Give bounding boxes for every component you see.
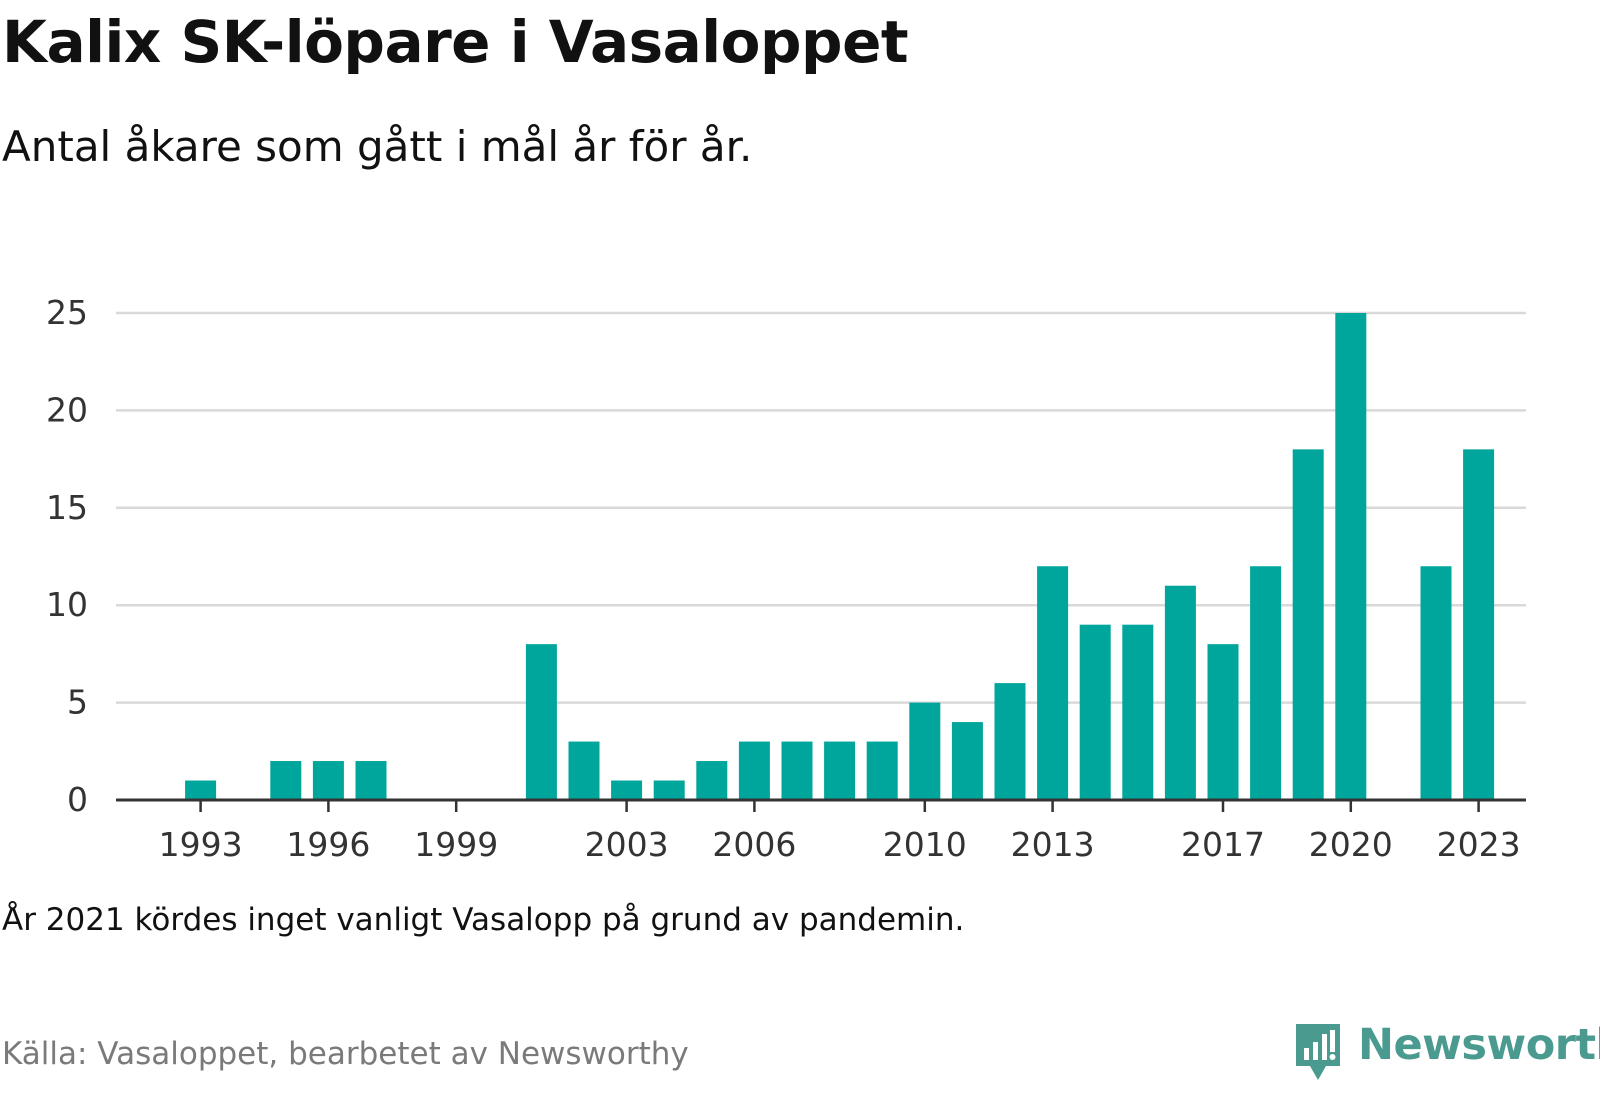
x-tick-label: 1993 (159, 825, 243, 864)
brand-name: Newsworthy (1358, 1020, 1600, 1070)
y-tick-label: 25 (46, 293, 88, 332)
x-tick-label: 2010 (883, 825, 967, 864)
y-tick-label: 15 (46, 488, 88, 527)
bar-2022 (1420, 566, 1452, 800)
chart-subtitle: Antal åkare som gått i mål år för år. (2, 122, 753, 171)
x-tick-label: 1996 (286, 825, 370, 864)
bar-1997 (355, 761, 387, 800)
bar-2005 (696, 761, 728, 800)
gridlines (116, 311, 1526, 704)
x-tick-label: 2023 (1437, 825, 1521, 864)
bar-2006 (738, 741, 770, 800)
source-credit: Källa: Vasaloppet, bearbetet av Newswort… (2, 1036, 689, 1072)
y-tick-label: 10 (46, 585, 88, 624)
chart-title: Kalix SK-löpare i Vasaloppet (2, 8, 909, 76)
footnote: År 2021 kördes inget vanligt Vasalopp på… (2, 902, 965, 938)
x-tick-label: 2020 (1309, 825, 1393, 864)
x-tick-label: 2013 (1011, 825, 1095, 864)
x-tick-label: 1999 (414, 825, 498, 864)
bar-2018 (1250, 566, 1282, 800)
bar-2016 (1164, 585, 1196, 800)
bar-2008 (824, 741, 856, 800)
bar-2023 (1463, 449, 1495, 800)
y-tick-label: 0 (67, 780, 88, 819)
newsworthy-logo-icon (1296, 1024, 1340, 1080)
bar-2007 (781, 741, 813, 800)
bar-2020 (1335, 313, 1367, 800)
bar-2014 (1079, 624, 1111, 800)
bar-2013 (1037, 566, 1069, 800)
bar-1995 (270, 761, 302, 800)
x-tick-label: 2017 (1181, 825, 1265, 864)
bar-2001 (525, 644, 557, 800)
bar-1996 (312, 761, 344, 800)
bar-2015 (1122, 624, 1154, 800)
bar-2004 (653, 780, 685, 800)
y-axis-ticks: 0 5 10 15 20 25 (46, 293, 88, 819)
x-tick-label: 2003 (585, 825, 669, 864)
bar-2011 (951, 722, 983, 800)
x-tick-label: 2006 (712, 825, 796, 864)
bar-2012 (994, 683, 1026, 800)
bar-chart: 0 5 10 15 20 25 1993 1996 1999 2003 2006 2010 2013 2… (46, 293, 1526, 864)
bars (185, 313, 1495, 800)
y-tick-label: 20 (46, 390, 88, 429)
bar-2019 (1292, 449, 1324, 800)
x-axis-ticks: 1993 1996 1999 2003 2006 2010 2013 2017 2020 2023 (159, 800, 1521, 864)
bar-2009 (866, 741, 898, 800)
y-tick-label: 5 (67, 683, 88, 722)
bar-1993 (185, 780, 217, 800)
bar-2010 (909, 702, 941, 800)
bar-2017 (1207, 644, 1239, 800)
bar-2003 (611, 780, 643, 800)
newsworthy-logo: Newsworthy (1292, 1020, 1600, 1092)
bar-2002 (568, 741, 600, 800)
